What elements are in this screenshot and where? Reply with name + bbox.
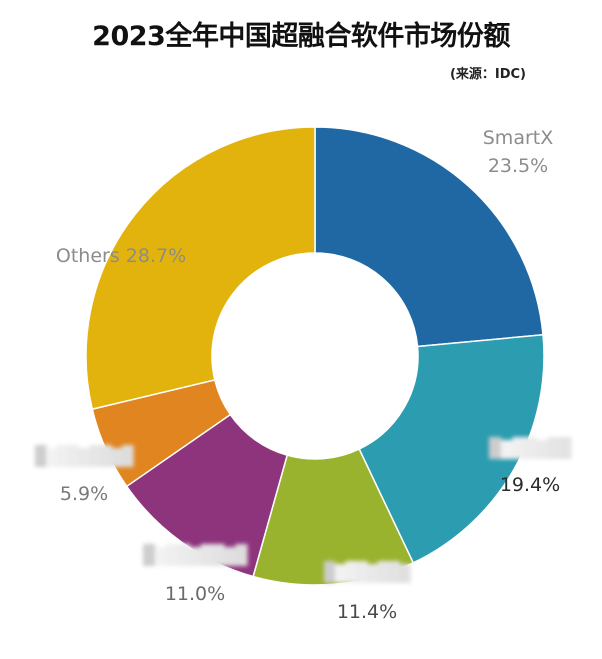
redacted-vendor-name [324,561,411,583]
slice-value-label: 5.9% [60,483,108,505]
redacted-vendor-name [489,437,572,459]
slice-value-label: 23.5% [488,155,548,177]
redacted-vendor-name [143,544,248,566]
pie-slice-vendor-2 [358,333,545,564]
slice-value-label: 19.4% [500,474,560,496]
chart-source: (来源：IDC) [449,67,526,82]
slice-value-label: 11.4% [337,601,397,623]
slice-name-label: SmartX [483,127,554,149]
redacted-vendor-name [35,445,134,467]
pie-slice-others [85,126,316,411]
chart-title: 2023全年中国超融合软件市场份额 [92,21,510,52]
pie-slice-smartx [314,126,544,348]
slice-value-label: 11.0% [165,583,225,605]
slice-label-others: Others 28.7% [56,245,186,267]
